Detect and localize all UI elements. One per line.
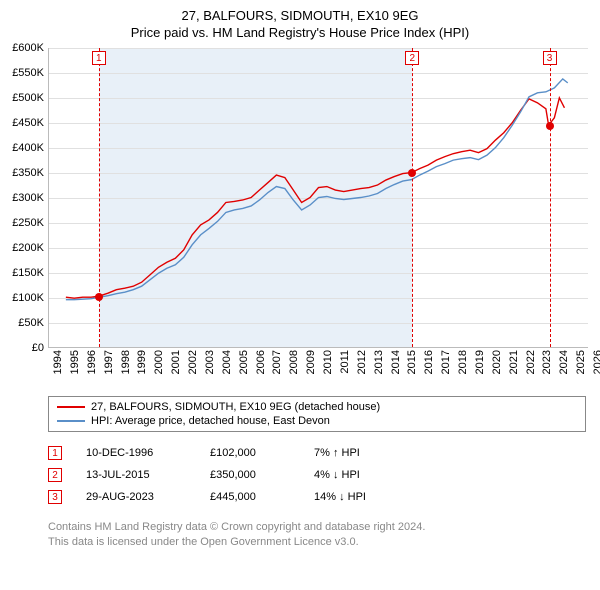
title-subtitle: Price paid vs. HM Land Registry's House … (4, 25, 596, 40)
x-tick-label: 2000 (153, 350, 165, 374)
series-line-price_paid (66, 98, 565, 298)
x-tick-label: 1997 (103, 350, 115, 374)
footnote-line2: This data is licensed under the Open Gov… (48, 535, 586, 550)
x-tick-label: 2019 (474, 350, 486, 374)
x-tick-label: 2006 (255, 350, 267, 374)
x-tick-label: 1996 (86, 350, 98, 374)
legend-label: HPI: Average price, detached house, East… (91, 415, 330, 427)
x-tick-label: 2012 (356, 350, 368, 374)
x-tick-label: 2023 (541, 350, 553, 374)
x-tick-label: 2014 (390, 350, 402, 374)
x-tick-label: 2020 (491, 350, 503, 374)
event-delta: 14% ↓ HPI (314, 491, 366, 503)
x-tick-label: 2018 (457, 350, 469, 374)
y-tick-label: £600K (12, 42, 44, 54)
legend-swatch (57, 420, 85, 422)
x-tick-label: 2016 (423, 350, 435, 374)
event-date: 29-AUG-2023 (86, 491, 186, 503)
event-line-2 (412, 48, 413, 347)
chart-lines (49, 48, 588, 347)
event-dot-3 (546, 122, 554, 130)
footnote-line1: Contains HM Land Registry data © Crown c… (48, 520, 586, 535)
event-marker-1: 1 (48, 446, 62, 460)
x-tick-label: 1999 (136, 350, 148, 374)
event-marker-3: 3 (48, 490, 62, 504)
event-box-3: 3 (543, 51, 557, 65)
x-tick-label: 2015 (406, 350, 418, 374)
event-price: £445,000 (210, 491, 290, 503)
x-tick-label: 2002 (187, 350, 199, 374)
event-box-2: 2 (405, 51, 419, 65)
event-date: 10-DEC-1996 (86, 447, 186, 459)
event-dot-2 (408, 169, 416, 177)
x-tick-label: 2011 (339, 350, 351, 374)
legend-label: 27, BALFOURS, SIDMOUTH, EX10 9EG (detach… (91, 401, 380, 413)
x-tick-label: 1998 (120, 350, 132, 374)
legend: 27, BALFOURS, SIDMOUTH, EX10 9EG (detach… (48, 396, 586, 432)
y-tick-label: £550K (12, 67, 44, 79)
event-line-3 (550, 48, 551, 347)
event-box-1: 1 (92, 51, 106, 65)
x-tick-label: 1995 (69, 350, 81, 374)
x-tick-label: 2017 (440, 350, 452, 374)
x-tick-label: 2001 (170, 350, 182, 374)
legend-swatch (57, 406, 85, 408)
y-tick-label: £450K (12, 117, 44, 129)
x-tick-label: 2005 (238, 350, 250, 374)
y-tick-label: £400K (12, 142, 44, 154)
y-tick-label: £350K (12, 167, 44, 179)
x-tick-label: 2026 (592, 350, 600, 374)
legend-item-price-paid: 27, BALFOURS, SIDMOUTH, EX10 9EG (detach… (57, 400, 577, 414)
event-date: 13-JUL-2015 (86, 469, 186, 481)
footnote: Contains HM Land Registry data © Crown c… (48, 520, 586, 550)
x-tick-label: 2025 (575, 350, 587, 374)
y-axis: £0£50K£100K£150K£200K£250K£300K£350K£400… (4, 48, 48, 348)
event-dot-1 (95, 293, 103, 301)
y-tick-label: £0 (32, 342, 44, 354)
x-tick-label: 1994 (52, 350, 64, 374)
title-block: 27, BALFOURS, SIDMOUTH, EX10 9EG Price p… (4, 8, 596, 40)
x-tick-label: 2009 (305, 350, 317, 374)
x-tick-label: 2003 (204, 350, 216, 374)
event-delta: 4% ↓ HPI (314, 469, 360, 481)
plot-area: £0£50K£100K£150K£200K£250K£300K£350K£400… (4, 48, 596, 348)
y-tick-label: £300K (12, 192, 44, 204)
x-tick-label: 2021 (508, 350, 520, 374)
x-tick-label: 2022 (525, 350, 537, 374)
x-tick-label: 2007 (271, 350, 283, 374)
x-axis: 1994 1995 1996 1997 1998 1999 2000 2001 2002 2003… (48, 348, 588, 390)
y-tick-label: £500K (12, 92, 44, 104)
x-tick-label: 2013 (373, 350, 385, 374)
event-marker-2: 2 (48, 468, 62, 482)
event-row-3: 3 29-AUG-2023 £445,000 14% ↓ HPI (48, 486, 586, 508)
legend-item-hpi: HPI: Average price, detached house, East… (57, 414, 577, 428)
event-row-1: 1 10-DEC-1996 £102,000 7% ↑ HPI (48, 442, 586, 464)
x-tick-label: 2024 (558, 350, 570, 374)
plot: 1 2 3 (48, 48, 588, 348)
event-row-2: 2 13-JUL-2015 £350,000 4% ↓ HPI (48, 464, 586, 486)
y-tick-label: £50K (18, 317, 44, 329)
y-tick-label: £100K (12, 292, 44, 304)
event-price: £102,000 (210, 447, 290, 459)
x-tick-label: 2004 (221, 350, 233, 374)
x-tick-label: 2008 (288, 350, 300, 374)
chart-container: 27, BALFOURS, SIDMOUTH, EX10 9EG Price p… (0, 0, 600, 558)
y-tick-label: £250K (12, 217, 44, 229)
event-delta: 7% ↑ HPI (314, 447, 360, 459)
y-tick-label: £150K (12, 267, 44, 279)
events-table: 1 10-DEC-1996 £102,000 7% ↑ HPI 2 13-JUL… (48, 442, 586, 508)
event-price: £350,000 (210, 469, 290, 481)
title-address: 27, BALFOURS, SIDMOUTH, EX10 9EG (4, 8, 596, 23)
y-tick-label: £200K (12, 242, 44, 254)
x-tick-label: 2010 (322, 350, 334, 374)
event-line-1 (99, 48, 100, 347)
